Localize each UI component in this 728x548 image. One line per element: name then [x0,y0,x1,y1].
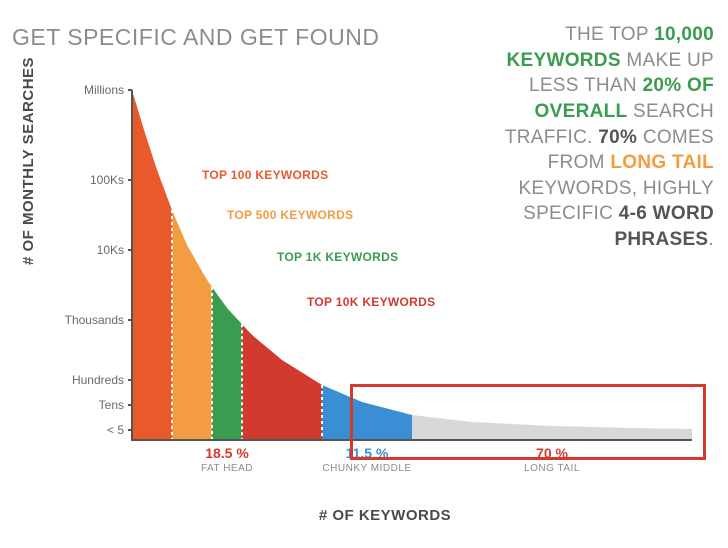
band-callout: TOP 100 KEYWORDS [202,168,328,182]
y-tick: Thousands [65,313,124,327]
y-ticks: Millions100Ks10KsThousandsHundredsTens< … [60,90,130,440]
segment-labels: 18.5 %FAT HEAD11.5 %CHUNKY MIDDLE70 %LON… [132,445,692,485]
chart-svg [132,90,692,440]
y-tick: Hundreds [72,373,124,387]
y-tick: Tens [99,398,124,412]
segment-label: 70 %LONG TAIL [412,445,692,474]
y-tick: < 5 [107,423,124,437]
x-axis-label: # OF KEYWORDS [60,507,710,524]
plot-area: TOP 100 KEYWORDS TOP 500 KEYWORDS TOP 1K K… [132,90,692,440]
band-callout: TOP 1K KEYWORDS [277,250,398,264]
segment-label: 18.5 %FAT HEAD [132,445,322,474]
band-callout: TOP 10K KEYWORDS [307,295,435,309]
segment-label: 11.5 %CHUNKY MIDDLE [322,445,412,474]
y-tick: Millions [84,83,124,97]
long-tail-chart: # OF MONTHLY SEARCHES Millions100Ks10KsT… [60,90,710,520]
band-callout: TOP 500 KEYWORDS [227,208,353,222]
y-tick: 100Ks [90,173,124,187]
y-axis-label: # OF MONTHLY SEARCHES [20,57,37,265]
y-tick: 10Ks [97,243,124,257]
